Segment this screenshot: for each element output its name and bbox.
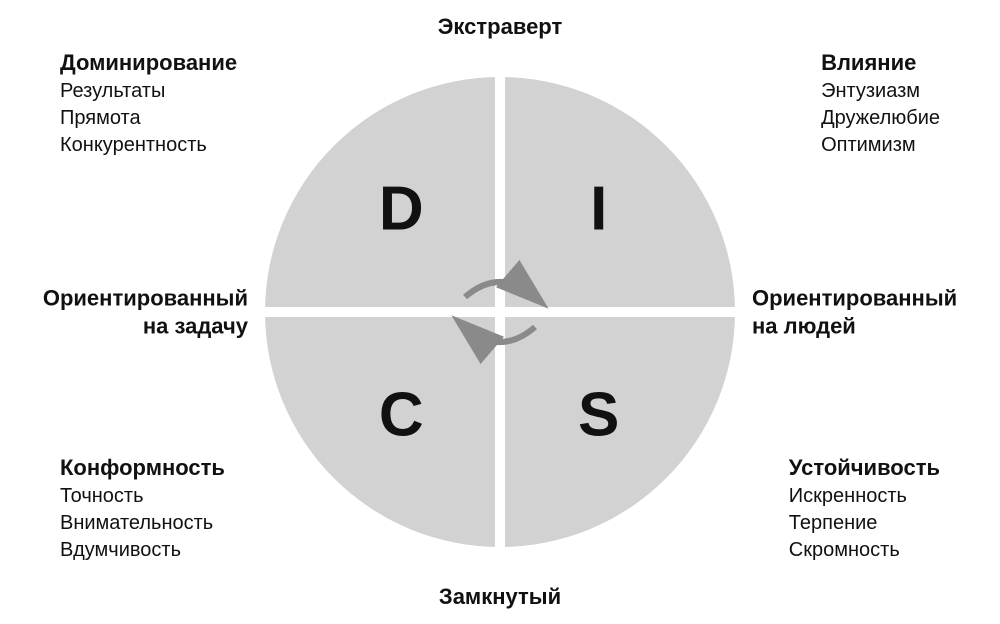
quadrant-d-description: Доминирование Результаты Прямота Конкуре…: [60, 50, 237, 159]
quadrant-s-trait-0: Искренность: [789, 483, 940, 510]
quadrant-d-title: Доминирование: [60, 50, 237, 76]
quadrant-s-trait-1: Терпение: [789, 510, 940, 537]
axis-left-line1: Ориентированный: [18, 285, 248, 313]
quadrant-i-description: Влияние Энтузиазм Дружелюбие Оптимизм: [821, 50, 940, 159]
axis-left-line2: на задачу: [18, 312, 248, 340]
quadrant-d-trait-2: Конкурентность: [60, 132, 237, 159]
quadrant-c-trait-2: Вдумчивость: [60, 537, 225, 564]
axis-right-line1: Ориентированный: [752, 285, 982, 313]
quadrant-s-description: Устойчивость Искренность Терпение Скромн…: [789, 455, 940, 564]
quadrant-i-title: Влияние: [821, 50, 940, 76]
quadrant-circle: D I C S: [265, 77, 735, 547]
quadrant-c-trait-0: Точность: [60, 483, 225, 510]
quadrant-i-trait-2: Оптимизм: [821, 132, 940, 159]
quadrant-c-title: Конформность: [60, 455, 225, 481]
quadrant-d-trait-0: Результаты: [60, 78, 237, 105]
quadrant-s-title: Устойчивость: [789, 455, 940, 481]
quadrant-d-trait-1: Прямота: [60, 105, 237, 132]
cycle-arrows-icon: [425, 257, 575, 367]
axis-right-label: Ориентированный на людей: [752, 285, 982, 340]
quadrant-c-description: Конформность Точность Внимательность Вду…: [60, 455, 225, 564]
axis-left-label: Ориентированный на задачу: [18, 285, 248, 340]
quadrant-i-trait-0: Энтузиазм: [821, 78, 940, 105]
axis-right-line2: на людей: [752, 312, 982, 340]
quadrant-s-trait-2: Скромность: [789, 537, 940, 564]
quadrant-s-letter: S: [578, 380, 619, 451]
circle-background: D I C S: [265, 77, 735, 547]
quadrant-i-trait-1: Дружелюбие: [821, 105, 940, 132]
quadrant-d-letter: D: [379, 173, 424, 244]
quadrant-c-trait-1: Внимательность: [60, 510, 225, 537]
axis-top-label: Экстраверт: [438, 14, 562, 40]
quadrant-c-letter: C: [379, 380, 424, 451]
axis-bottom-label: Замкнутый: [439, 584, 561, 610]
disc-diagram: Экстраверт Замкнутый Ориентированный на …: [0, 0, 1000, 624]
quadrant-i-letter: I: [590, 173, 607, 244]
